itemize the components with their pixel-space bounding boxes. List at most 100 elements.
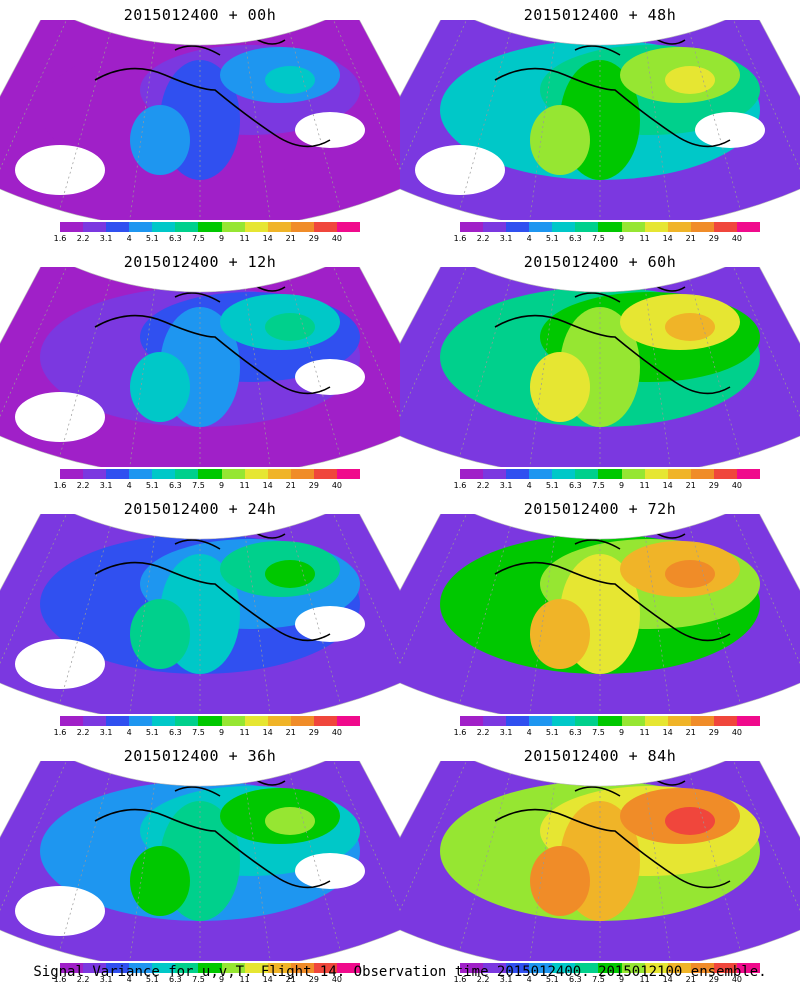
- colorbar-tick-label: 9: [618, 975, 625, 984]
- colorbar-tick-label: 6.3: [569, 234, 582, 243]
- colorbar-tick-label: 40: [731, 481, 743, 490]
- colorbar-labels: 1.6 2.2 3.1 4 5.1 6.3 7.5 9 11 14 21 29 40: [454, 234, 760, 246]
- colorbar-tick-label: 40: [331, 481, 343, 490]
- colorbar-tick-label: 4: [126, 234, 132, 243]
- colorbar-tick-label: 14: [662, 234, 673, 243]
- colorbar-tick-label: 3.1: [99, 975, 113, 984]
- variance-contour: [665, 66, 715, 94]
- colorbar-tick-label: 2.2: [76, 975, 90, 984]
- colorbar-swatch: [575, 469, 599, 479]
- meridian-line: [0, 761, 69, 928]
- colorbar-swatch: [336, 716, 361, 726]
- meridian-line: [459, 32, 511, 211]
- no-data-region: [295, 359, 365, 395]
- colorbar-swatch: [198, 963, 222, 973]
- colorbar-tick-label: 5.1: [545, 481, 559, 490]
- colorbar-tick-label: 21: [685, 728, 696, 737]
- no-data-region: [295, 112, 365, 148]
- polar-map: [400, 20, 800, 220]
- colorbar-tick-label: 40: [331, 234, 343, 243]
- panel-title: 2015012400 + 48h: [523, 6, 677, 24]
- colorbar-swatch: [460, 222, 484, 232]
- colorbar-labels: 1.6 2.2 3.1 4 5.1 6.3 7.5 9 11 14 21 29 40: [454, 728, 760, 740]
- no-data-region: [15, 145, 105, 195]
- colorbar-labels: 1.6 2.2 3.1 4 5.1 6.3 7.5 9 11 14 21 29 40: [54, 234, 360, 246]
- colorbar-tick-label: 5.1: [545, 728, 559, 737]
- colorbar-swatch: [529, 469, 553, 479]
- colorbar-tick-label: 40: [731, 728, 743, 737]
- colorbar-tick-label: 40: [731, 234, 743, 243]
- colorbar-tick-label: 2.2: [76, 234, 90, 243]
- colorbar-tick-label: 7.5: [592, 234, 605, 243]
- panel-title: 2015012400 + 00h: [123, 6, 277, 24]
- meridian-line: [459, 279, 511, 458]
- colorbar-tick-label: 6.3: [569, 481, 582, 490]
- colorbar-tick-label: 2.2: [476, 234, 490, 243]
- meridian-line: [244, 41, 272, 220]
- meridian-line: [731, 267, 800, 434]
- no-data-region: [695, 112, 765, 148]
- colorbar-tick-label: 9: [618, 234, 625, 243]
- colorbar-swatch: [598, 963, 622, 973]
- colorbar-swatch: [460, 963, 484, 973]
- map-boundary: [400, 514, 800, 714]
- meridian-line: [689, 32, 741, 211]
- colorbar-tick-label: 1.6: [453, 728, 467, 737]
- forecast-panel: 2015012400 + 12h 1.6 2.2 3.1 4 5.1 6.3 7.5 9 11 14…: [0, 247, 400, 494]
- colorbar-tick-label: 1.6: [53, 481, 67, 490]
- colorbar-tick-label: 11: [639, 234, 650, 243]
- panel-title: 2015012400 + 60h: [523, 253, 677, 271]
- colorbar-tick-label: 4: [526, 481, 532, 490]
- colorbar-tick-label: 40: [331, 728, 343, 737]
- colorbar-swatch: [313, 963, 337, 973]
- colorbar-swatch: [529, 716, 553, 726]
- colorbar-swatch: [60, 963, 84, 973]
- panel-title: 2015012400 + 24h: [123, 500, 277, 518]
- colorbar-swatch: [267, 222, 291, 232]
- colorbar-swatch: [713, 963, 737, 973]
- colorbar-swatch: [198, 469, 222, 479]
- meridian-line: [289, 32, 341, 211]
- meridian-line: [59, 773, 111, 952]
- meridian-line: [689, 279, 741, 458]
- colorbar-swatch: [690, 963, 714, 973]
- colorbar-tick-label: 7.5: [192, 975, 205, 984]
- meridian-line: [731, 20, 800, 187]
- colorbar-swatch: [267, 716, 291, 726]
- colorbar-tick-label: 6.3: [169, 481, 182, 490]
- colorbar-tick-label: 14: [262, 234, 273, 243]
- colorbar-swatch: [175, 716, 199, 726]
- colorbar-swatch: [667, 469, 691, 479]
- colorbar-labels: 1.6 2.2 3.1 4 5.1 6.3 7.5 9 11 14 21 29 40: [54, 975, 360, 987]
- colorbar-swatch: [313, 716, 337, 726]
- meridian-line: [331, 761, 400, 928]
- colorbar: [460, 222, 761, 232]
- colorbar-swatch: [621, 222, 645, 232]
- colorbar-swatch: [267, 469, 291, 479]
- meridian-line: [459, 526, 511, 705]
- meridian-line: [128, 535, 156, 714]
- no-data-region: [15, 886, 105, 936]
- meridian-line: [400, 514, 469, 681]
- colorbar-tick-label: 9: [218, 481, 225, 490]
- colorbar-tick-label: 29: [308, 234, 319, 243]
- map-boundary: [0, 20, 400, 220]
- colorbar-tick-label: 11: [239, 481, 250, 490]
- colorbar-tick-label: 3.1: [499, 234, 513, 243]
- colorbar-swatch: [336, 963, 361, 973]
- colorbar-tick-label: 21: [685, 975, 696, 984]
- meridian-line: [459, 773, 511, 952]
- colorbar-tick-label: 11: [239, 234, 250, 243]
- colorbar-tick-label: 6.3: [169, 975, 182, 984]
- colorbar-swatch: [506, 716, 530, 726]
- colorbar-swatch: [244, 963, 268, 973]
- colorbar-tick-label: 9: [618, 481, 625, 490]
- colorbar-tick-label: 14: [262, 975, 273, 984]
- colorbar-swatch: [667, 716, 691, 726]
- colorbar-tick-label: 1.6: [453, 481, 467, 490]
- colorbar-tick-label: 7.5: [192, 481, 205, 490]
- colorbar-swatch: [244, 222, 268, 232]
- colorbar-labels: 1.6 2.2 3.1 4 5.1 6.3 7.5 9 11 14 21 29 40: [54, 481, 360, 493]
- colorbar-labels: 1.6 2.2 3.1 4 5.1 6.3 7.5 9 11 14 21 29 40: [54, 728, 360, 740]
- meridian-line: [289, 279, 341, 458]
